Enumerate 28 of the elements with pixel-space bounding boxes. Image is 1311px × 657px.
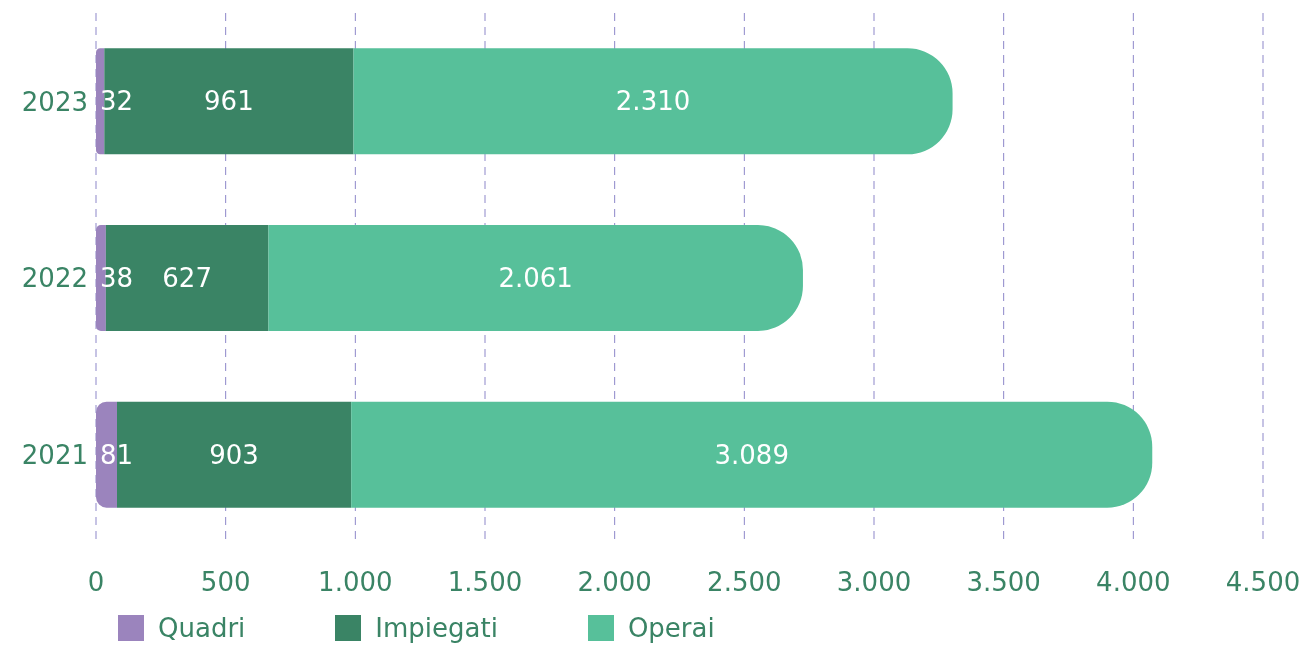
x-tick-label: 2.500 bbox=[707, 567, 782, 598]
x-tick-label: 500 bbox=[200, 567, 251, 598]
data-label: 3.089 bbox=[714, 439, 789, 470]
data-label: 2.061 bbox=[498, 263, 573, 294]
x-tick-label: 1.500 bbox=[447, 567, 523, 598]
data-label: 38 bbox=[100, 263, 134, 294]
y-tick-label: 2022 bbox=[21, 263, 88, 294]
x-tick-label: 4.500 bbox=[1225, 567, 1301, 598]
x-tick-label: 2.000 bbox=[577, 567, 652, 598]
bar bbox=[268, 225, 803, 331]
data-label: 32 bbox=[100, 86, 134, 117]
legend-label: Impiegati bbox=[374, 613, 498, 643]
data-label: 903 bbox=[209, 439, 259, 470]
y-tick-label: 2021 bbox=[21, 439, 88, 470]
y-tick-label: 2023 bbox=[21, 86, 88, 117]
x-tick-label: 0 bbox=[87, 567, 105, 598]
data-label: 2.310 bbox=[615, 86, 691, 117]
x-tick-label: 3.500 bbox=[966, 567, 1041, 598]
x-tick-label: 3.000 bbox=[836, 567, 912, 598]
bar bbox=[353, 48, 953, 155]
x-tick-label: 4.000 bbox=[1096, 567, 1171, 598]
bar bbox=[351, 401, 1153, 508]
legend-label: Operai bbox=[626, 613, 715, 643]
legend-label: Quadri bbox=[157, 613, 246, 643]
bar bbox=[104, 48, 354, 155]
x-tick-label: 1.000 bbox=[318, 567, 393, 598]
data-label: 627 bbox=[162, 263, 212, 294]
data-label: 961 bbox=[204, 86, 254, 117]
